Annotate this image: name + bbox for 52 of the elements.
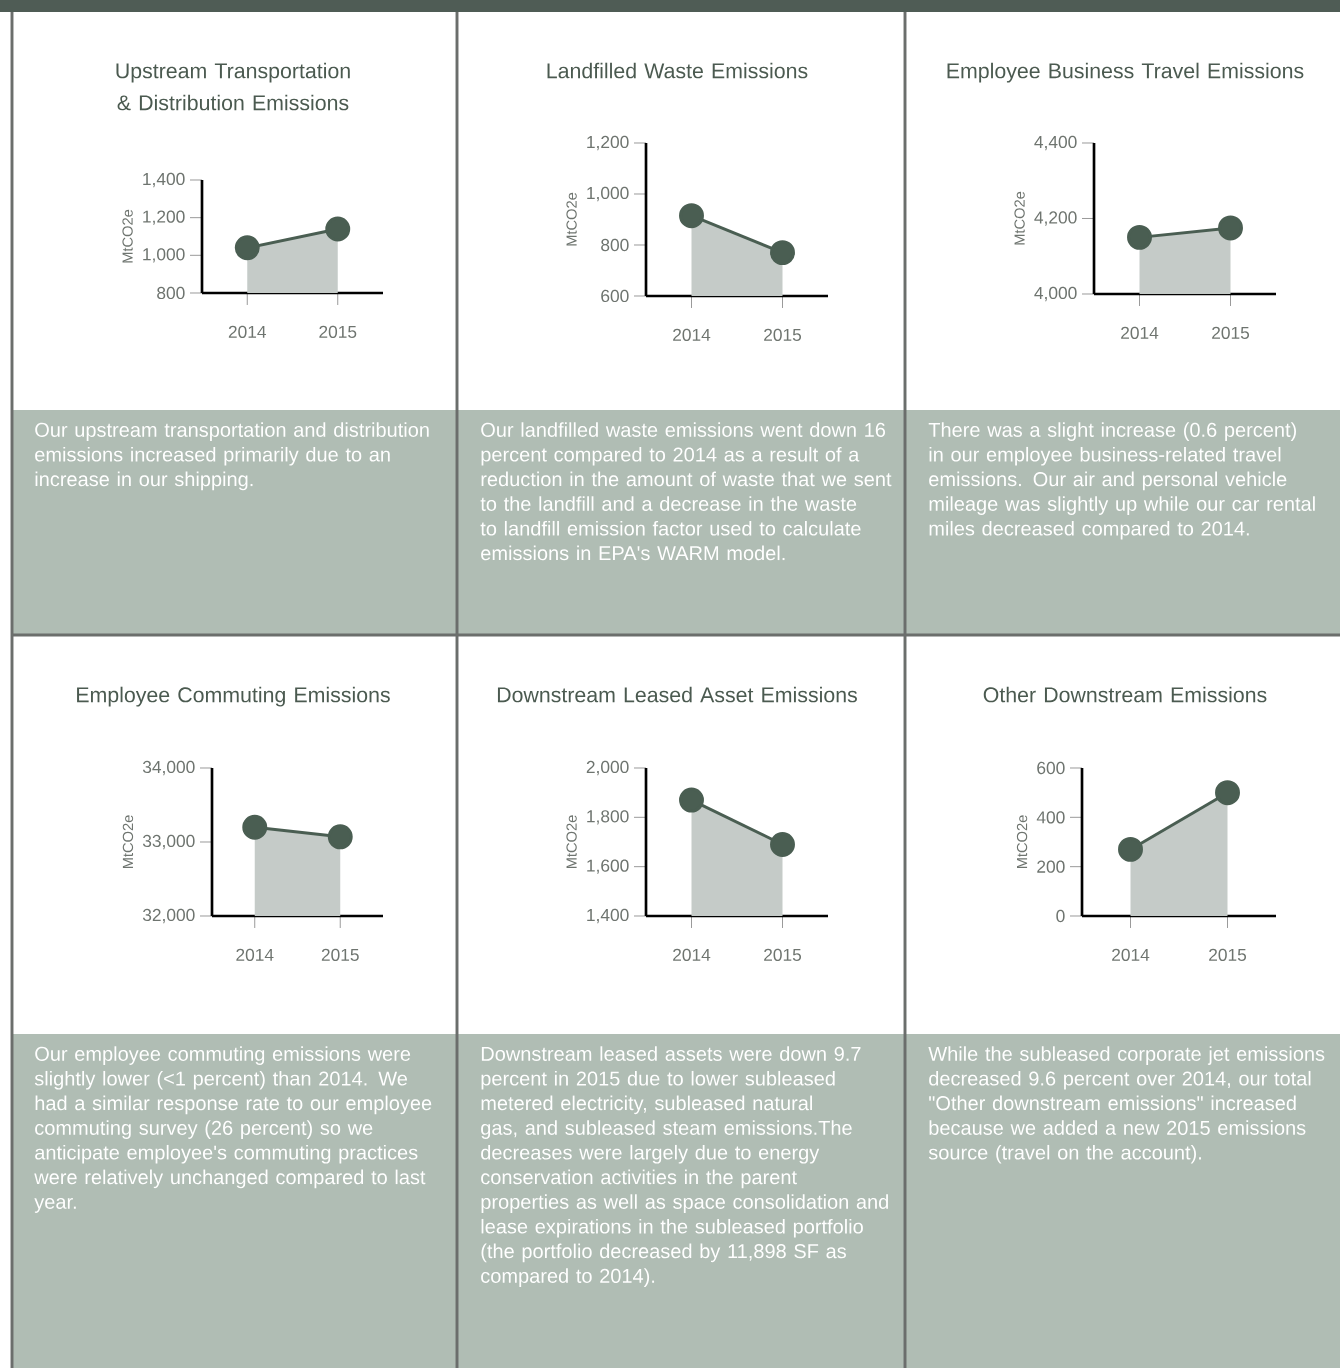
x-tick-label: 2015 [764, 948, 802, 961]
x-tick-label: 2014 [1112, 948, 1150, 961]
y-tick-label: 600 [1037, 761, 1065, 775]
chart-title: Other Downstream Emissions [983, 686, 1267, 703]
y-tick-label: 34,000 [142, 760, 195, 776]
x-tick-label: 2014 [673, 948, 711, 961]
y-tick-label: 1,200 [143, 210, 185, 225]
chart-title: Landfilled Waste Emissions [547, 62, 808, 79]
y-tick-label: 4,200 [1034, 211, 1077, 226]
y-tick-label: 600 [601, 289, 629, 303]
x-tick-label: 2015 [319, 325, 357, 338]
y-tick-label: 800 [157, 286, 185, 300]
text: While the subleased corporate jet emissions decreased 9.6 percent over 2014, our total "Other downstream emissions" increased because we added a new 2015 emissions source (travel on the account). [928, 1046, 1325, 1164]
x-tick-label: 2015 [1212, 326, 1250, 339]
y-tick-label: 1,000 [587, 186, 629, 202]
text: Our upstream transportation and distribution emissions increased primarily due to an increase in our shipping. [35, 422, 429, 491]
y-tick-label: 1,600 [587, 859, 629, 874]
y-tick-label: 1,200 [587, 135, 629, 151]
text: Our employee commuting emissions were slightly lower (<1 percent) than 2014. We had a similar response rate to our employee commuting survey (26 percent) so we anticipate employee's commuting practices were relatively unchanged compared to last year. [34, 1046, 432, 1213]
text: Our landfilled waste emissions went down 16 percent compared to 2014 as a result of a reduction in the amount of waste that we sent to the landfill and a decrease in the waste to landfill emission factor used to calculate emissions in EPA's WARM model. [480, 422, 892, 561]
y-tick-label: 1,800 [587, 810, 629, 825]
x-tick-label: 2015 [1209, 948, 1247, 961]
x-tick-label: 2014 [1121, 326, 1159, 339]
y-axis-title: MtCO2e [566, 815, 577, 869]
chart-title: Employee Commuting Emissions [77, 686, 390, 707]
y-axis-title: MtCO2e [122, 209, 133, 263]
y-tick-label: 1,400 [143, 172, 185, 188]
x-tick-label: 2015 [321, 948, 359, 961]
x-tick-label: 2014 [228, 325, 267, 338]
y-tick-label: 800 [601, 238, 629, 252]
y-tick-label: 33,000 [142, 834, 195, 850]
chart-title: Upstream Transportation & Distribution Emissions [116, 62, 350, 111]
y-axis-title: MtCO2e [1014, 191, 1025, 245]
y-tick-label: 4,000 [1034, 286, 1077, 302]
y-tick-label: 1,000 [143, 248, 185, 263]
y-axis-title: MtCO2e [122, 815, 134, 869]
x-tick-label: 2015 [764, 328, 802, 341]
text: Downstream leased assets were down 9.7 percent in 2015 due to lower subleased metered electricity, subleased natural gas, and subleased steam emissions.The decreases were largely due to energy conservation activities in the parent properties as well as space consolidation and lease expirations in the subleased portfolio (the portfolio decreased by 11,898 SF as compared to 2014). [481, 1046, 888, 1287]
text: There was a slight increase (0.6 percent) in our employee business-related travel emissions. Our air and personal vehicle mileage was slightly up while our car rental miles decreased compared to 2014. [928, 422, 1315, 540]
y-axis-title: MtCO2e [1016, 815, 1028, 869]
chart-title: Employee Business Travel Emissions [947, 62, 1304, 83]
y-tick-label: 400 [1036, 811, 1065, 824]
y-tick-label: 1,400 [587, 908, 629, 924]
x-tick-label: 2014 [673, 328, 711, 341]
chart-title: Downstream Leased Asset Emissions [497, 686, 857, 703]
x-tick-label: 2014 [236, 948, 274, 961]
y-tick-label: 0 [1056, 909, 1065, 923]
y-tick-label: 2,000 [586, 760, 629, 776]
y-tick-label: 32,000 [142, 908, 195, 924]
y-tick-label: 200 [1037, 860, 1065, 873]
y-tick-label: 4,400 [1034, 135, 1077, 151]
y-axis-title: MtCO2e [566, 192, 577, 246]
